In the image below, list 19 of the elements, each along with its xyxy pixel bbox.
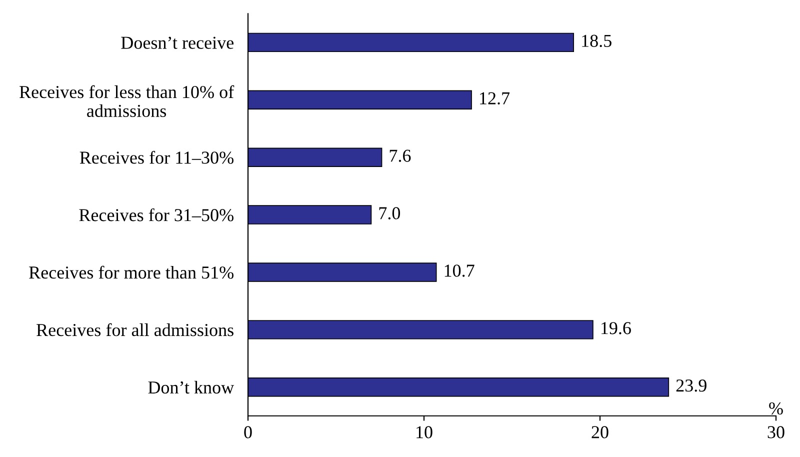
y-tick-label: Receives for all admissions [36,323,234,336]
data-label: 7.0 [379,207,400,220]
y-tick-label: Receives for 11–30% [80,150,234,164]
y-tick-label: Receives for 31–50% [79,208,234,222]
x-tick-label: 0 [244,426,252,438]
data-label: 7.6 [390,150,411,162]
y-tick-label: Don’t know [148,380,234,394]
data-label: 23.9 [676,380,706,392]
x-axis-title: % [769,402,783,415]
y-tick-label: Doesn’t receive [121,36,234,49]
y-tick-label: Receives for more than 51% [29,266,234,279]
y-tick-label: Receives for less than 10% of admissions [20,85,234,118]
x-tick-label: 10 [416,426,432,438]
x-tick-label: 20 [592,426,608,438]
data-label: 19.6 [601,322,631,334]
data-label: 12.7 [480,92,510,104]
data-label: 10.7 [444,264,474,277]
x-tick-label: 30 [768,426,784,438]
data-label: 18.5 [582,34,612,48]
